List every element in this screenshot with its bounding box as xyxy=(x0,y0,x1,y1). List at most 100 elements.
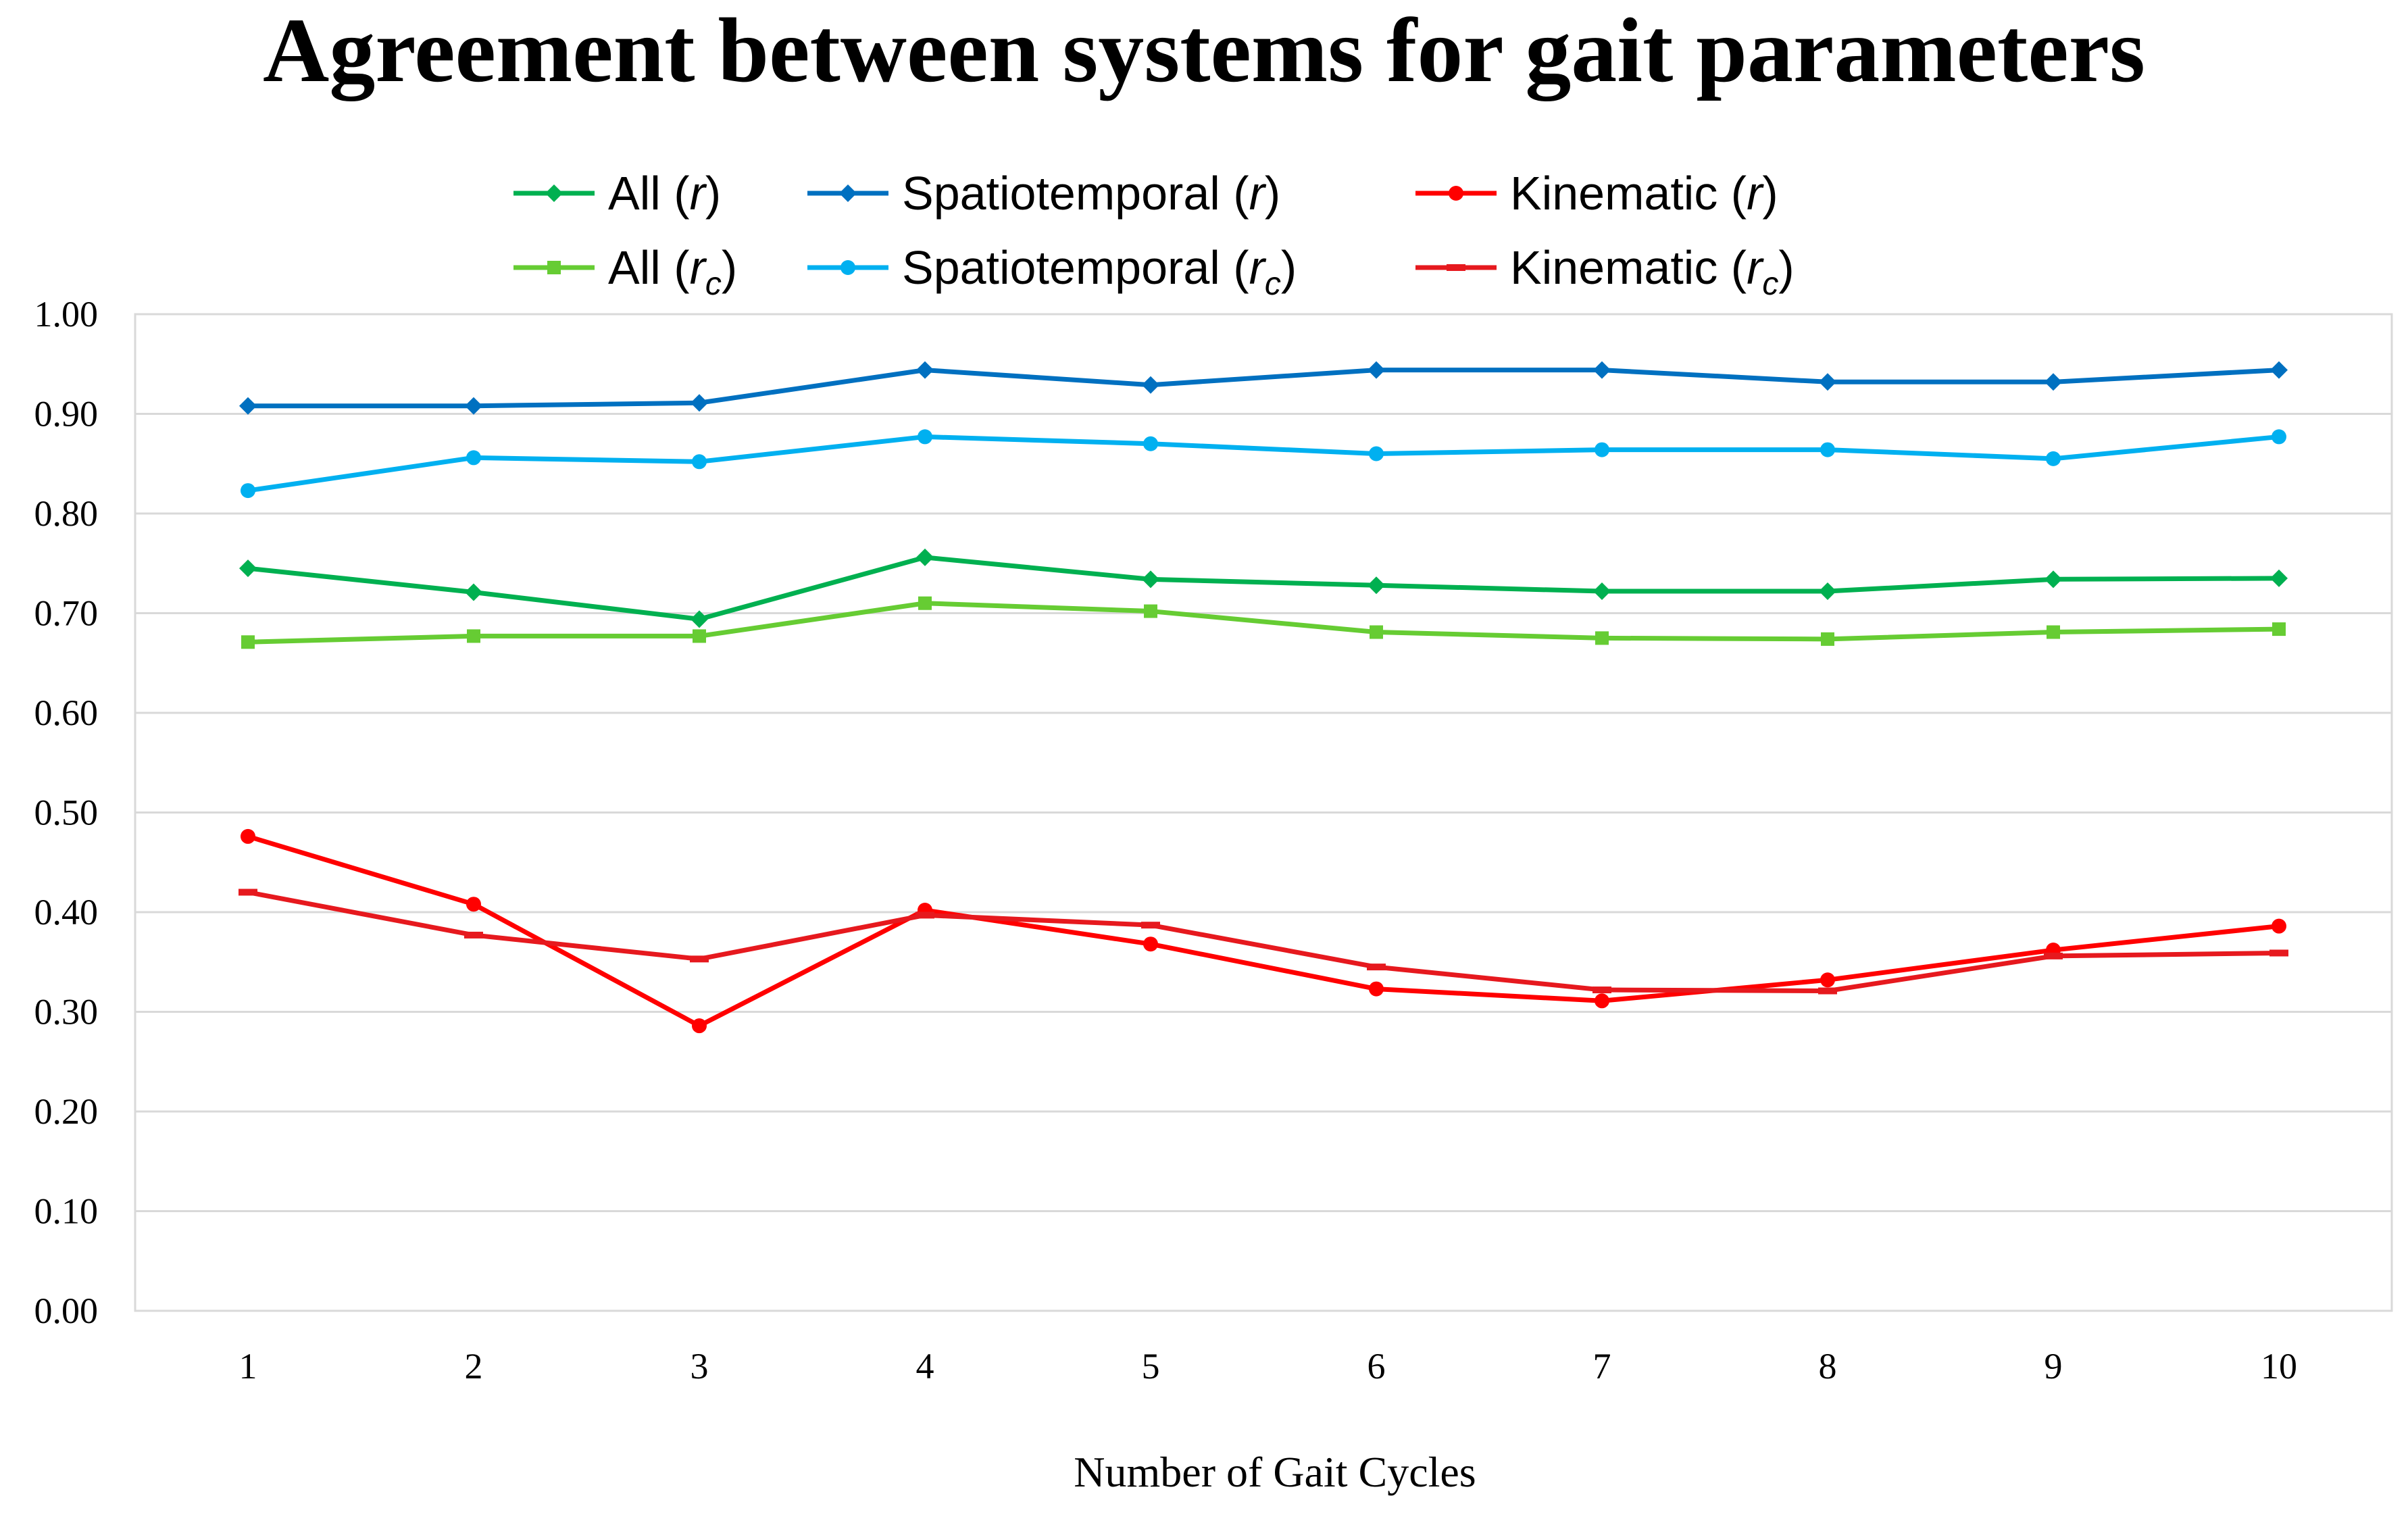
data-point xyxy=(1593,361,1611,379)
y-tick-label: 0.20 xyxy=(34,1091,99,1132)
data-point xyxy=(691,394,708,412)
series-layer xyxy=(239,361,2288,1034)
series-line-kinematic-c xyxy=(245,890,2282,994)
data-point xyxy=(915,911,934,919)
chart-title: Agreement between systems for gait param… xyxy=(263,0,2145,101)
data-point xyxy=(1142,570,1159,589)
y-tick-label: 1.00 xyxy=(34,294,99,334)
data-point xyxy=(1821,632,1834,646)
data-point xyxy=(690,955,709,963)
y-tick-label: 0.10 xyxy=(34,1191,99,1232)
data-point xyxy=(241,483,255,499)
x-tick-label: 1 xyxy=(239,1346,257,1386)
data-point xyxy=(1820,442,1835,457)
data-point xyxy=(2270,361,2288,379)
data-point xyxy=(1142,376,1159,394)
x-tick-label: 7 xyxy=(1593,1346,1611,1386)
data-point xyxy=(1820,972,1835,988)
data-point xyxy=(239,889,257,896)
y-tick-label: 0.60 xyxy=(34,693,99,733)
series-spatiotemporal xyxy=(239,361,2288,415)
data-point xyxy=(465,583,482,601)
data-point xyxy=(239,397,257,415)
data-point xyxy=(1593,582,1611,601)
legend-marker xyxy=(1447,264,1465,271)
data-point xyxy=(693,629,706,643)
data-point xyxy=(1819,373,1836,391)
data-point xyxy=(2272,429,2286,445)
series-line-spatiotemporal xyxy=(245,368,2282,409)
data-point xyxy=(2270,569,2288,587)
data-point xyxy=(2047,625,2060,639)
x-tick-label: 8 xyxy=(1819,1346,1837,1386)
legend-marker xyxy=(547,261,561,274)
legend-marker xyxy=(841,260,855,275)
data-point xyxy=(1592,986,1611,994)
legend-item-kinematic-c: Kinematic (rc) xyxy=(1415,241,1795,302)
x-tick-label: 9 xyxy=(2045,1346,2063,1386)
y-tick-label: 0.00 xyxy=(34,1291,99,1331)
x-axis: 1 2 3 4 5 6 7 8 9 10 xyxy=(239,1346,2298,1386)
series-kinematic-c xyxy=(239,889,2288,995)
data-point xyxy=(1369,981,1384,997)
data-point xyxy=(1595,631,1609,645)
legend-label: Kinematic (rc) xyxy=(1510,241,1795,302)
data-point xyxy=(466,897,481,912)
legend-label: All (r) xyxy=(608,167,721,220)
data-point xyxy=(1370,625,1383,639)
data-point xyxy=(467,629,480,643)
series-all xyxy=(239,548,2288,628)
legend: All (r) Spatiotemporal (r) Kinematic (r) Al… xyxy=(513,167,1795,302)
data-point xyxy=(465,397,482,415)
legend-item-all-c: All (rc) xyxy=(513,241,737,302)
data-point xyxy=(2272,622,2286,636)
data-point xyxy=(2044,952,2063,959)
data-point xyxy=(2045,570,2062,589)
series-line-spatiotemporal-c xyxy=(245,434,2282,493)
data-point xyxy=(692,1018,707,1034)
data-point xyxy=(2046,451,2061,466)
series-line-all xyxy=(245,555,2282,622)
data-point xyxy=(1595,993,1609,1009)
data-point xyxy=(1143,936,1158,952)
legend-marker xyxy=(839,184,857,202)
data-point xyxy=(239,559,257,578)
data-point xyxy=(1369,446,1384,461)
data-point xyxy=(918,429,932,445)
legend-label: All (rc) xyxy=(608,241,737,302)
data-point xyxy=(1144,604,1157,618)
y-tick-label: 0.70 xyxy=(34,593,99,634)
series-all-c xyxy=(241,596,2286,649)
data-point xyxy=(241,828,255,844)
data-point xyxy=(2045,373,2062,391)
legend-marker xyxy=(545,184,563,202)
data-point xyxy=(2272,918,2286,934)
y-tick-label: 0.30 xyxy=(34,992,99,1032)
data-point xyxy=(1143,436,1158,451)
data-point xyxy=(1367,964,1386,971)
legend-label: Kinematic (r) xyxy=(1510,167,1778,220)
x-tick-label: 6 xyxy=(1368,1346,1386,1386)
x-tick-label: 10 xyxy=(2261,1346,2297,1386)
series-line-all-c xyxy=(245,601,2282,645)
data-point xyxy=(916,361,934,379)
legend-label: Spatiotemporal (r) xyxy=(902,167,1280,220)
x-tick-label: 5 xyxy=(1142,1346,1160,1386)
series-kinematic xyxy=(241,828,2286,1034)
data-point xyxy=(916,548,934,566)
data-point xyxy=(241,635,255,649)
y-tick-label: 0.50 xyxy=(34,793,99,833)
data-point xyxy=(1141,922,1160,929)
data-point xyxy=(2269,949,2288,957)
y-tick-label: 0.80 xyxy=(34,493,99,534)
data-point xyxy=(918,596,932,610)
series-spatiotemporal-c xyxy=(241,429,2286,499)
data-point xyxy=(1595,442,1609,457)
data-point xyxy=(1368,361,1385,379)
legend-item-all: All (r) xyxy=(513,167,721,220)
data-point xyxy=(1368,576,1385,595)
legend-item-spatiotemporal-c: Spatiotemporal (rc) xyxy=(807,241,1297,302)
x-axis-title: Number of Gait Cycles xyxy=(1074,1448,1476,1496)
data-point xyxy=(464,931,483,939)
data-point xyxy=(692,454,707,470)
